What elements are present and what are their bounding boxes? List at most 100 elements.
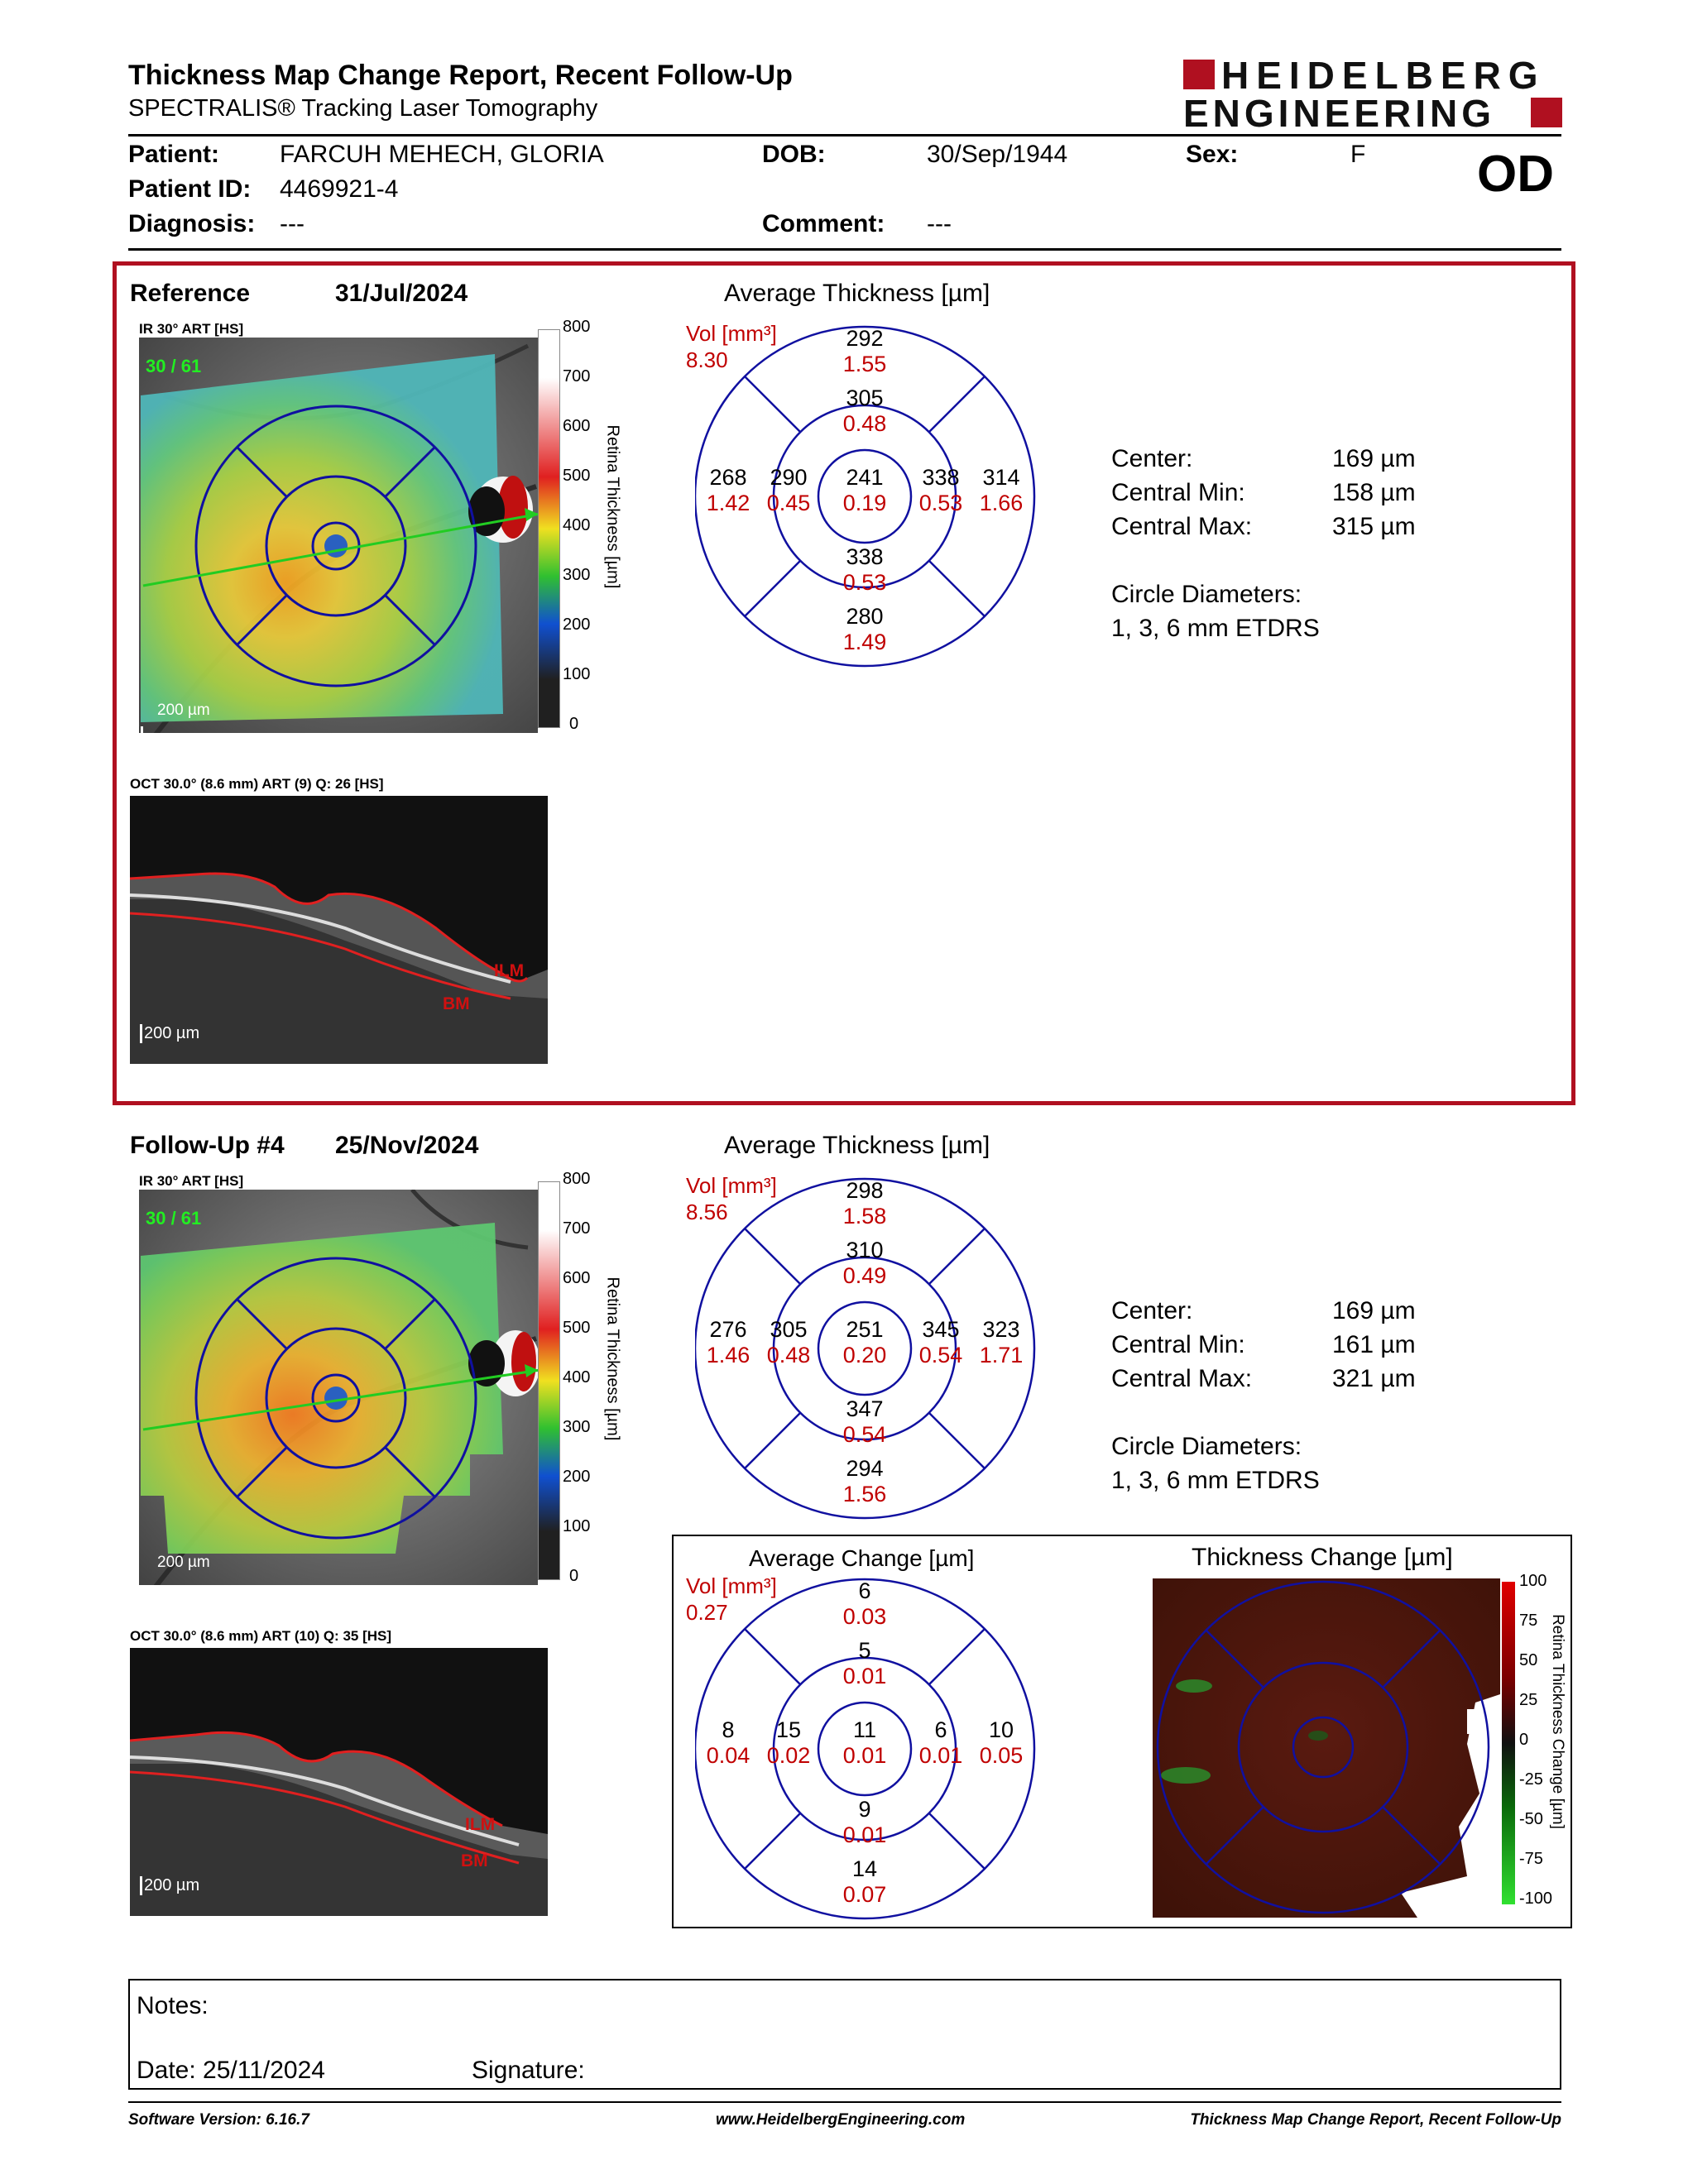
comment-label: Comment: xyxy=(762,210,885,237)
colorbar-tick: 200 xyxy=(563,615,591,634)
reference-circle-info: Circle Diameters: 1, 3, 6 mm ETDRS xyxy=(1111,577,1320,645)
central-max-value: 321 µm xyxy=(1332,1365,1416,1392)
colorbar-tick: 600 xyxy=(563,1269,591,1287)
colorbar-tick: 500 xyxy=(563,467,591,485)
sector-outer-inferior: 294 1.56 xyxy=(842,1456,887,1506)
central-max-value: 315 µm xyxy=(1332,513,1416,540)
reference-thickness-map: 30 / 61 200 µm xyxy=(139,338,538,733)
report-title: Thickness Map Change Report, Recent Foll… xyxy=(128,60,793,91)
central-min-label: Central Min: xyxy=(1111,479,1245,506)
footer-divider xyxy=(128,2101,1561,2103)
patient-name: FARCUH MEHECH, GLORIA xyxy=(280,141,604,168)
sector-outer-nasal: 314 1.66 xyxy=(979,465,1024,515)
followup-vol-total: 8.56 xyxy=(686,1200,728,1224)
sector-outer-superior: 298 1.58 xyxy=(842,1178,887,1228)
sector-outer-superior: 6 0.03 xyxy=(842,1578,887,1629)
colorbar-tick: 800 xyxy=(563,1170,591,1188)
colorbar-tick: 700 xyxy=(563,1219,591,1238)
colorbar-tick: 300 xyxy=(563,566,591,584)
colorbar-tick: -50 xyxy=(1519,1810,1543,1828)
colorbar-tick: 0 xyxy=(569,715,579,733)
followup-label: Follow-Up #4 xyxy=(130,1132,285,1159)
notes-label: Notes: xyxy=(137,1992,209,2019)
sector-center: 241 0.19 xyxy=(842,465,887,515)
sector-inner-temporal: 305 0.48 xyxy=(766,1317,811,1367)
followup-stats-labels: Center: Central Min: Central Max: xyxy=(1111,1294,1252,1396)
colorbar-tick: -100 xyxy=(1519,1889,1553,1908)
followup-ir-scale: 200 µm xyxy=(157,1554,210,1571)
followup-thickness-colorbar xyxy=(538,1181,560,1580)
sector-outer-temporal: 268 1.42 xyxy=(706,465,750,515)
change-vol-label: Vol [mm³] xyxy=(686,1573,777,1598)
heidelberg-logo: HEIDELBERG ENGINEERING xyxy=(1183,54,1562,135)
reference-frame xyxy=(113,261,1575,1105)
thickness-change-map xyxy=(1153,1578,1500,1918)
sector-center: 251 0.20 xyxy=(842,1317,887,1367)
reference-label: Reference xyxy=(130,280,251,307)
sector-outer-nasal: 323 1.71 xyxy=(979,1317,1024,1367)
center-label: Center: xyxy=(1111,1297,1193,1324)
circle-diameters-value: 1, 3, 6 mm ETDRS xyxy=(1111,615,1320,642)
reference-ilm-label: ILM xyxy=(494,961,525,980)
sector-inner-superior: 5 0.01 xyxy=(842,1638,887,1688)
colorbar-tick: 400 xyxy=(563,1368,591,1387)
followup-ir-caption: IR 30° ART [HS] xyxy=(139,1173,244,1189)
followup-oct-scan: ILM BM 200 µm xyxy=(130,1648,548,1916)
change-etdrs-grid xyxy=(695,1578,1036,1920)
central-min-value: 161 µm xyxy=(1332,1331,1416,1358)
colorbar-tick: -75 xyxy=(1519,1850,1543,1868)
central-min-value: 158 µm xyxy=(1332,479,1416,506)
footer-report-name: Thickness Map Change Report, Recent Foll… xyxy=(1190,2111,1561,2129)
reference-frame-count: 30 / 61 xyxy=(146,356,202,376)
reference-oct-scan: ILM BM 200 µm xyxy=(130,796,548,1064)
followup-oct-caption: OCT 30.0° (8.6 mm) ART (10) Q: 35 [HS] xyxy=(130,1628,392,1644)
sector-outer-nasal: 10 0.05 xyxy=(979,1717,1024,1768)
patient-divider xyxy=(128,248,1561,251)
reference-avg-title: Average Thickness [µm] xyxy=(724,280,990,307)
followup-ilm-label: ILM xyxy=(465,1815,496,1834)
website-link[interactable]: www.HeidelbergEngineering.com xyxy=(716,2111,966,2129)
sector-inner-inferior: 338 0.53 xyxy=(842,544,887,595)
followup-avg-title: Average Thickness [µm] xyxy=(724,1132,990,1159)
signature-label: Signature: xyxy=(472,2057,585,2084)
header-divider xyxy=(128,134,1561,136)
notes-box[interactable] xyxy=(128,1979,1561,2090)
sector-inner-temporal: 290 0.45 xyxy=(766,465,811,515)
reference-vol-total: 8.30 xyxy=(686,347,728,372)
reference-oct-caption: OCT 30.0° (8.6 mm) ART (9) Q: 26 [HS] xyxy=(130,776,384,792)
followup-oct-scale: 200 µm xyxy=(140,1876,199,1895)
reference-ir-caption: IR 30° ART [HS] xyxy=(139,321,244,337)
colorbar-tick: 300 xyxy=(563,1418,591,1436)
comment-value: --- xyxy=(927,210,952,237)
followup-frame-count: 30 / 61 xyxy=(146,1208,202,1228)
central-max-label: Central Max: xyxy=(1111,1365,1253,1392)
reference-stats-values: 169 µm 158 µm 315 µm xyxy=(1332,442,1416,544)
diagnosis-label: Diagnosis: xyxy=(128,210,256,237)
sex-label: Sex: xyxy=(1186,141,1239,168)
followup-circle-info: Circle Diameters: 1, 3, 6 mm ETDRS xyxy=(1111,1430,1320,1497)
followup-etdrs-grid xyxy=(695,1177,1036,1520)
change-colorbar-ticks: 100 75 50 25 0 -25 -50 -75 -100 xyxy=(1519,1572,1561,1919)
colorbar-tick: 600 xyxy=(563,417,591,435)
followup-thickness-map: 30 / 61 200 µm xyxy=(139,1190,538,1585)
reference-ir-scale: 200 µm xyxy=(157,702,210,719)
patient-label: Patient: xyxy=(128,141,220,168)
reference-thickness-colorbar xyxy=(538,329,560,728)
colorbar-tick: 700 xyxy=(563,367,591,386)
sector-center: 11 0.01 xyxy=(842,1717,887,1768)
colorbar-tick: 0 xyxy=(1519,1731,1529,1749)
change-colorbar xyxy=(1502,1582,1515,1904)
circle-diameters-value: 1, 3, 6 mm ETDRS xyxy=(1111,1467,1320,1494)
colorbar-tick: 200 xyxy=(563,1468,591,1486)
colorbar-tick: 100 xyxy=(563,1517,591,1535)
change-avg-title: Average Change [µm] xyxy=(749,1545,975,1571)
change-sector-values: 6 0.03 5 0.01 8 0.04 15 0.02 11 0.01 6 0.01 10… xyxy=(695,1575,1034,1923)
dob-value: 30/Sep/1944 xyxy=(927,141,1068,168)
sector-inner-inferior: 9 0.01 xyxy=(842,1797,887,1847)
sector-inner-nasal: 338 0.53 xyxy=(918,465,963,515)
reference-etdrs-grid xyxy=(695,325,1036,668)
sector-inner-superior: 310 0.49 xyxy=(842,1238,887,1288)
circle-diameters-label: Circle Diameters: xyxy=(1111,1433,1302,1460)
patient-id-label: Patient ID: xyxy=(128,175,252,203)
reference-vol-label: Vol [mm³] xyxy=(686,321,777,346)
